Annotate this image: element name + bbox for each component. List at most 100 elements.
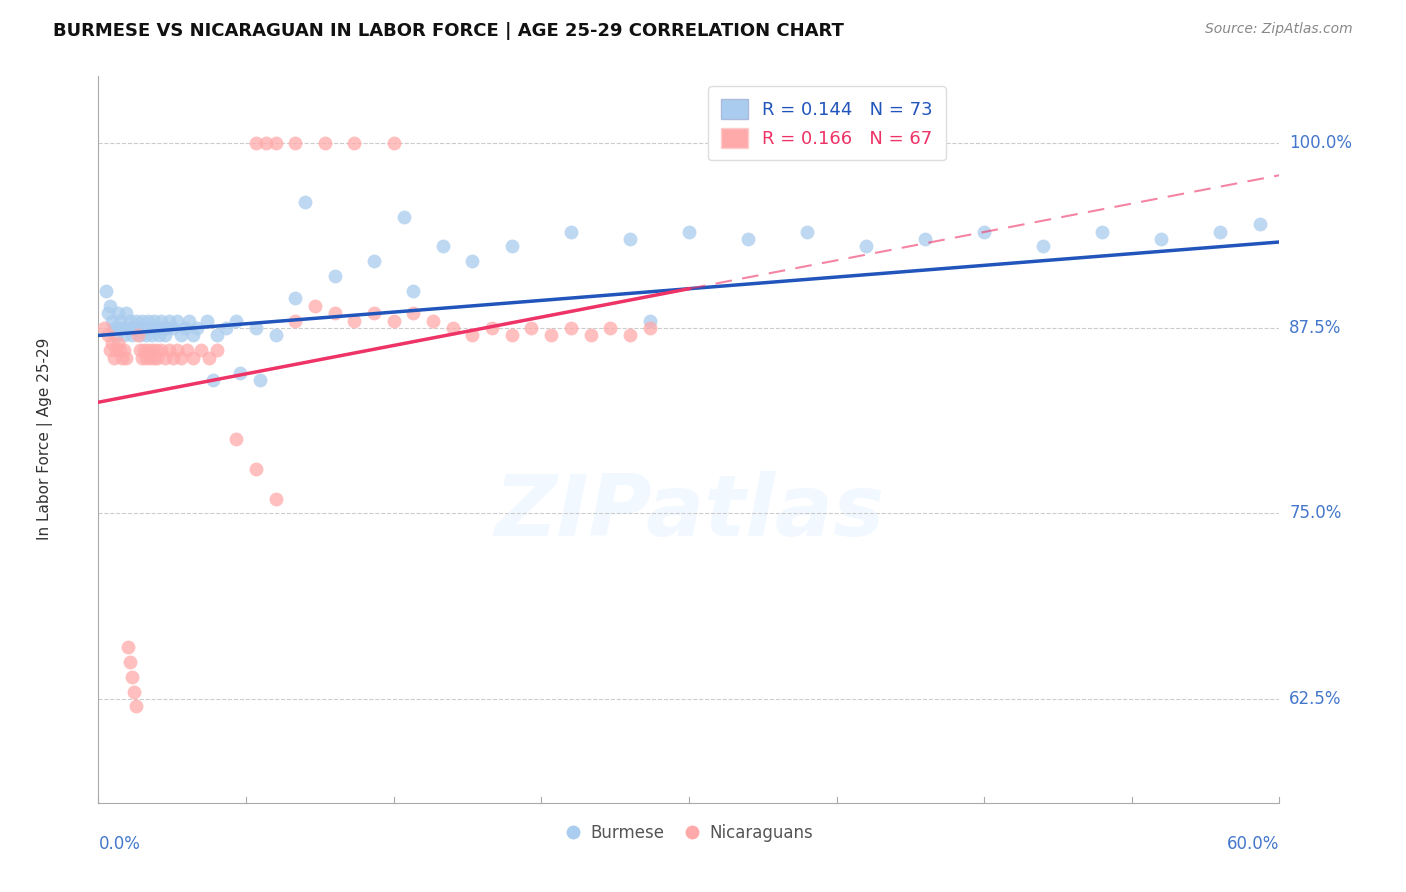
Point — [973, 225, 995, 239]
Text: ZIPatlas: ZIPatlas — [494, 470, 884, 554]
Point — [264, 136, 287, 150]
Point — [98, 343, 121, 358]
Point — [796, 225, 818, 239]
Point — [560, 321, 582, 335]
Point — [142, 351, 165, 365]
Point — [96, 284, 118, 298]
Point — [141, 343, 163, 358]
Point — [108, 313, 131, 327]
Point — [127, 328, 149, 343]
Point — [156, 321, 179, 335]
Point — [560, 225, 582, 239]
Point — [142, 313, 165, 327]
Point — [1150, 232, 1173, 246]
Point — [125, 313, 148, 327]
Point — [162, 351, 184, 365]
Point — [1209, 225, 1232, 239]
Point — [118, 655, 141, 669]
Point — [225, 313, 247, 327]
Point — [107, 306, 129, 320]
Point — [162, 321, 184, 335]
Point — [343, 313, 366, 327]
Point — [264, 328, 287, 343]
Point — [105, 343, 128, 358]
Point — [1091, 225, 1114, 239]
Point — [132, 343, 155, 358]
Point — [392, 210, 415, 224]
Point — [294, 194, 316, 209]
Point — [150, 343, 173, 358]
Text: 87.5%: 87.5% — [1289, 319, 1341, 337]
Point — [146, 351, 169, 365]
Point — [125, 699, 148, 714]
Point — [145, 321, 167, 335]
Point — [107, 321, 129, 335]
Point — [422, 313, 444, 327]
Point — [121, 670, 143, 684]
Point — [245, 321, 267, 335]
Point — [103, 351, 125, 365]
Point — [402, 284, 425, 298]
Point — [135, 328, 157, 343]
Point — [284, 136, 307, 150]
Point — [205, 343, 228, 358]
Point — [501, 239, 523, 253]
Point — [540, 328, 562, 343]
Point — [1032, 239, 1054, 253]
Point — [117, 640, 139, 654]
Text: 0.0%: 0.0% — [98, 836, 141, 854]
Point — [638, 313, 661, 327]
Point — [135, 351, 157, 365]
Point — [181, 328, 204, 343]
Point — [264, 491, 287, 506]
Point — [103, 321, 125, 335]
Point — [501, 328, 523, 343]
Point — [323, 306, 346, 320]
Point — [152, 321, 174, 335]
Point — [314, 136, 336, 150]
Point — [121, 328, 143, 343]
Point — [131, 351, 153, 365]
Point — [141, 328, 163, 343]
Point — [132, 321, 155, 335]
Point — [97, 306, 120, 320]
Point — [108, 343, 131, 358]
Point — [441, 321, 464, 335]
Point — [166, 313, 188, 327]
Point — [131, 313, 153, 327]
Point — [579, 328, 602, 343]
Text: 100.0%: 100.0% — [1289, 134, 1353, 152]
Point — [461, 254, 484, 268]
Point — [914, 232, 936, 246]
Point — [363, 306, 385, 320]
Point — [136, 313, 159, 327]
Point — [115, 351, 138, 365]
Point — [186, 321, 208, 335]
Point — [363, 254, 385, 268]
Point — [432, 239, 454, 253]
Point — [177, 313, 200, 327]
Point — [145, 343, 167, 358]
Point — [115, 306, 138, 320]
Point — [225, 433, 247, 447]
Point — [619, 232, 641, 246]
Point — [166, 343, 188, 358]
Point — [122, 321, 145, 335]
Point — [93, 321, 115, 335]
Point — [678, 225, 700, 239]
Point — [284, 291, 307, 305]
Point — [170, 351, 193, 365]
Point — [127, 321, 149, 335]
Point — [157, 343, 180, 358]
Point — [170, 328, 193, 343]
Point — [201, 373, 224, 387]
Point — [128, 328, 150, 343]
Point — [128, 343, 150, 358]
Point — [122, 684, 145, 698]
Point — [197, 351, 219, 365]
Text: 75.0%: 75.0% — [1289, 505, 1341, 523]
Point — [638, 321, 661, 335]
Point — [112, 328, 135, 343]
Point — [105, 328, 128, 343]
Point — [343, 136, 366, 150]
